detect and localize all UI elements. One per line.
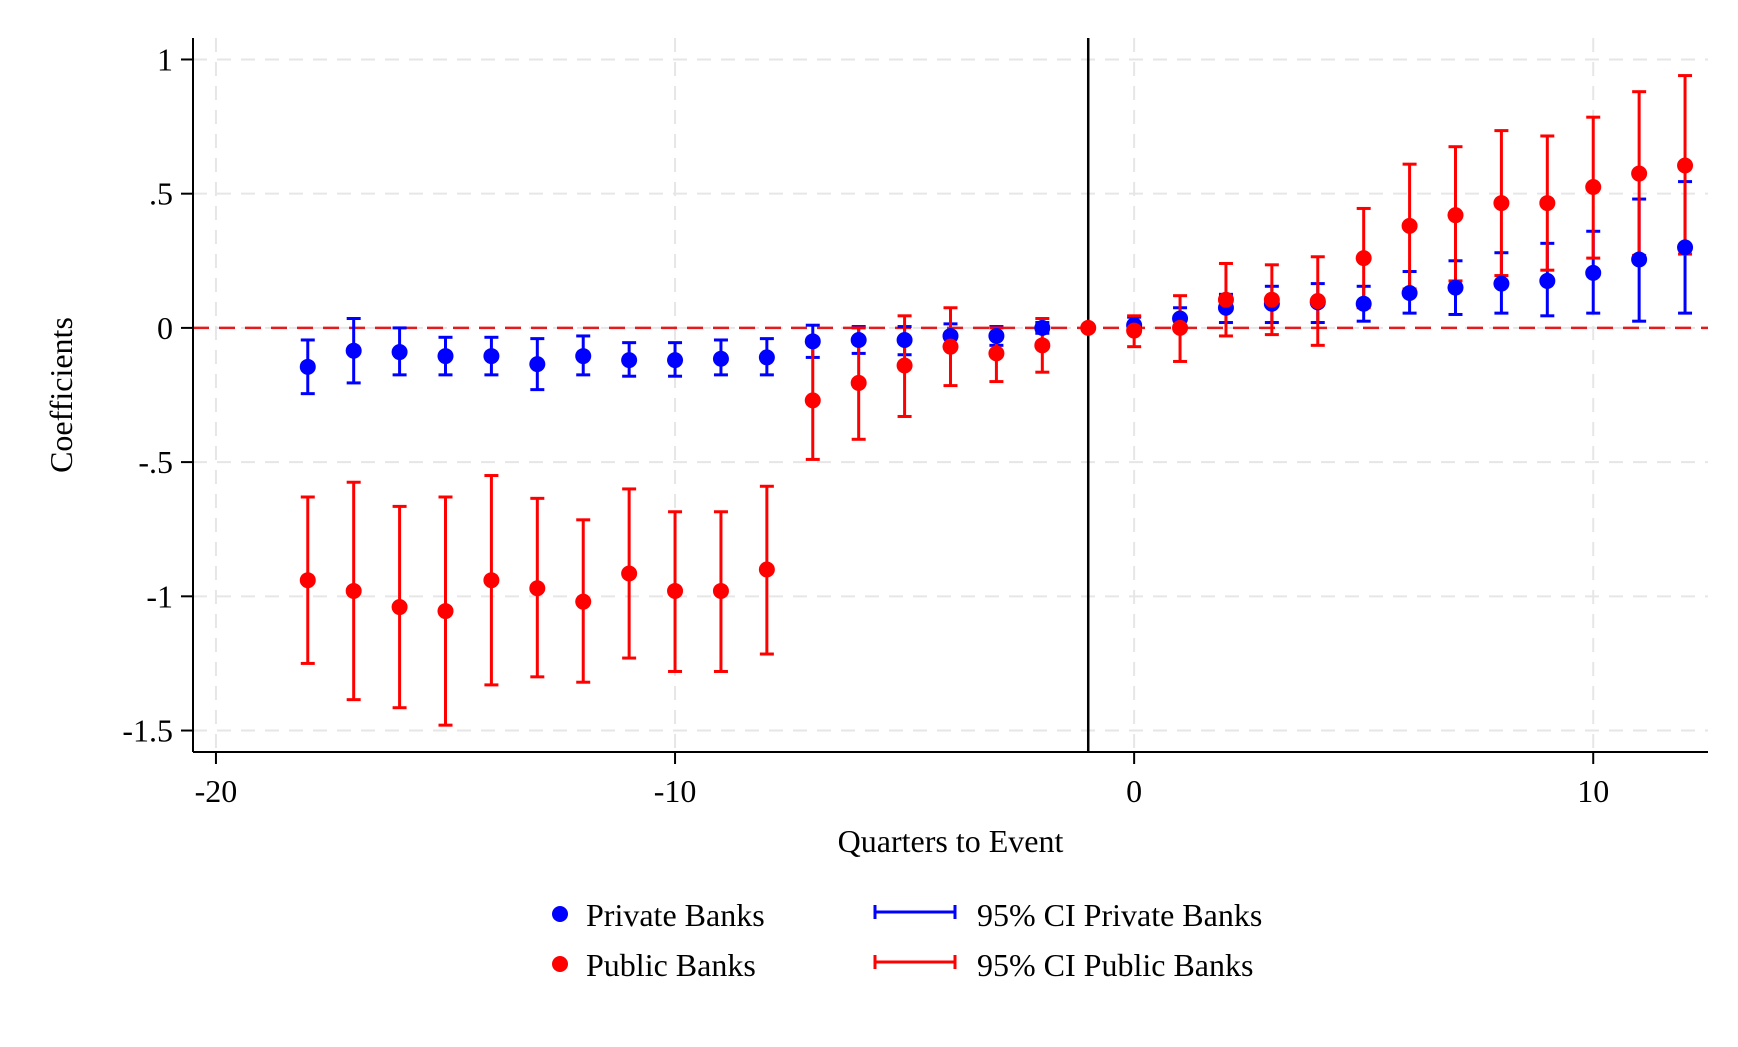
public-banks-point — [1585, 178, 1602, 195]
public-banks-point — [1172, 319, 1189, 336]
public-banks-point — [850, 374, 867, 391]
private-banks-point — [1401, 285, 1418, 301]
private-banks-point — [1585, 264, 1602, 281]
x-tick-label: 10 — [1577, 773, 1609, 809]
public-banks-point — [988, 345, 1005, 362]
private-banks-point — [712, 350, 729, 367]
private-banks-point — [483, 348, 500, 365]
legend-label: 95% CI Public Banks — [977, 947, 1253, 983]
public-banks-point — [1355, 250, 1372, 267]
private-banks-point — [437, 348, 454, 365]
public-banks-point — [1217, 291, 1234, 308]
y-tick-label: -1 — [146, 578, 173, 614]
y-tick-label: 1 — [157, 41, 173, 77]
private-banks-point — [850, 331, 867, 348]
legend-item-private-banks: Private Banks — [552, 897, 765, 933]
private-banks-point — [1677, 239, 1694, 256]
legend-item-public-banks: Public Banks — [552, 947, 756, 983]
public-banks-point — [1263, 291, 1280, 308]
public-banks-point — [1539, 195, 1556, 212]
private-banks-point — [299, 358, 316, 375]
public-banks-point — [1677, 157, 1694, 174]
private-banks-point — [1539, 272, 1556, 289]
legend-label: 95% CI Private Banks — [977, 897, 1262, 933]
private-banks-point — [804, 333, 821, 350]
reference-lines — [193, 38, 1708, 752]
x-axis-title: Quarters to Event — [838, 823, 1064, 859]
public-banks-point — [1493, 195, 1510, 212]
y-tick-label: .5 — [149, 176, 173, 212]
private-banks-point — [896, 331, 913, 348]
public-banks-point — [804, 392, 821, 409]
legend-label: Private Banks — [586, 897, 765, 933]
y-tick-label: 0 — [157, 310, 173, 346]
y-tick-label: -.5 — [138, 444, 173, 480]
public-banks-point — [529, 580, 546, 597]
public-banks-point — [667, 582, 684, 599]
private-banks-point — [667, 352, 684, 369]
public-banks-point — [621, 565, 638, 582]
public-banks-point — [758, 561, 775, 578]
legend-label: Public Banks — [586, 947, 756, 983]
private-banks-point — [529, 356, 546, 373]
x-tick-label: -20 — [195, 773, 238, 809]
public-banks-point — [942, 338, 959, 355]
public-banks-point — [1309, 293, 1326, 310]
public-banks-point — [299, 572, 316, 589]
grid-lines — [193, 38, 1708, 752]
public-banks-point — [345, 582, 362, 599]
public-banks-point — [483, 572, 500, 589]
data-points — [299, 157, 1694, 620]
public-banks-point — [575, 593, 592, 610]
public-banks-point — [896, 357, 913, 374]
private-banks-point — [391, 344, 408, 361]
private-banks-point — [1631, 251, 1648, 268]
legend-marker — [552, 956, 568, 972]
public-banks-point — [1447, 207, 1464, 224]
private-banks-point — [575, 348, 592, 365]
private-banks-point — [1493, 275, 1510, 292]
x-tick-label: -10 — [654, 773, 697, 809]
y-axis-title: Coefficients — [43, 317, 79, 473]
private-banks-point — [1355, 295, 1372, 312]
public-banks-point — [437, 603, 454, 620]
private-banks-point — [621, 352, 638, 369]
x-tick-label: 0 — [1126, 773, 1142, 809]
y-tick-label: -1.5 — [122, 713, 173, 749]
confidence-intervals — [300, 74, 1693, 727]
private-banks-point — [1447, 279, 1464, 296]
private-banks-point — [988, 327, 1005, 344]
public-banks-point — [712, 582, 729, 599]
public-banks-point — [1034, 337, 1051, 354]
private-banks-point — [345, 342, 362, 359]
legend-item-95-ci-private-banks: 95% CI Private Banks — [873, 897, 1262, 933]
public-banks-point — [391, 599, 408, 616]
public-banks-point — [1080, 319, 1097, 336]
private-banks-point — [1034, 319, 1051, 336]
axes: 1 .5 0 -.5 -1 -1.5 -20 -10 0 10 — [122, 38, 1708, 809]
legend: Private Banks Public Banks 95% CI Private … — [552, 897, 1262, 983]
legend-item-95-ci-public-banks: 95% CI Public Banks — [873, 947, 1253, 983]
private-banks-point — [758, 349, 775, 366]
public-banks-point — [1126, 322, 1143, 339]
legend-marker — [552, 906, 568, 922]
public-banks-point — [1631, 165, 1648, 182]
public-banks-point — [1401, 217, 1418, 234]
